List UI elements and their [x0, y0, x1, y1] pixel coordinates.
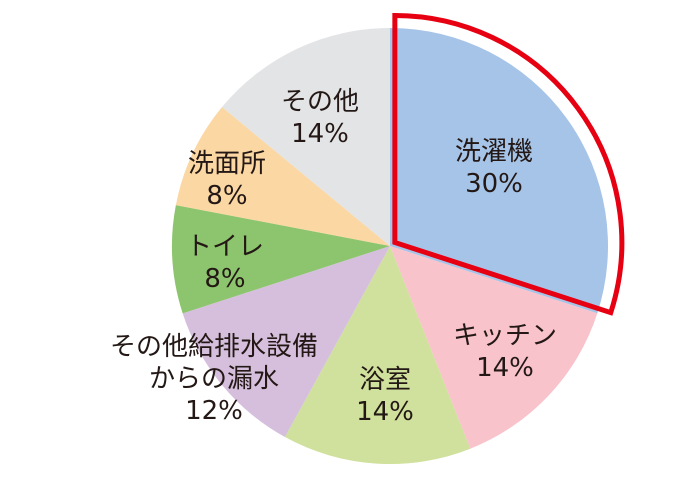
pie-slice-0: [390, 28, 608, 314]
slice-percent-6: 14%: [291, 119, 349, 149]
highlight-outline: [392, 12, 625, 316]
highlight-border: [392, 12, 625, 316]
slice-percent-5: 8%: [206, 181, 247, 211]
pie-slices: [171, 28, 608, 464]
slice-percent-4: 8%: [204, 264, 245, 294]
slice-percent-1: 14%: [476, 353, 534, 383]
pie-slice-2: [284, 246, 471, 464]
pie-slice-6: [222, 28, 390, 246]
pie-labels: 洗濯機 30% キッチン 14% 浴室 14% その他給排水設備からの漏水 12% トイレ 8% 洗…: [110, 87, 557, 427]
pie-slice-3: [182, 246, 390, 438]
pie-slice-4: [171, 205, 390, 314]
pie-slice-5: [175, 107, 390, 247]
slice-label-3: その他給排水設備からの漏水 12%: [110, 332, 318, 426]
slice-label-4: トイレ 8%: [186, 232, 264, 294]
slice-label-2: 浴室 14%: [356, 365, 414, 427]
slice-label-5: 洗面所 8%: [188, 149, 266, 211]
slice-label-6: その他 14%: [281, 87, 359, 149]
slice-label-1: キッチン 14%: [453, 321, 557, 383]
slice-percent-0: 30%: [465, 169, 523, 199]
slice-label-0: 洗濯機 30%: [455, 137, 533, 199]
slice-percent-3: 12%: [185, 396, 243, 426]
slice-percent-2: 14%: [356, 397, 414, 427]
pie-slice-1: [390, 246, 598, 449]
